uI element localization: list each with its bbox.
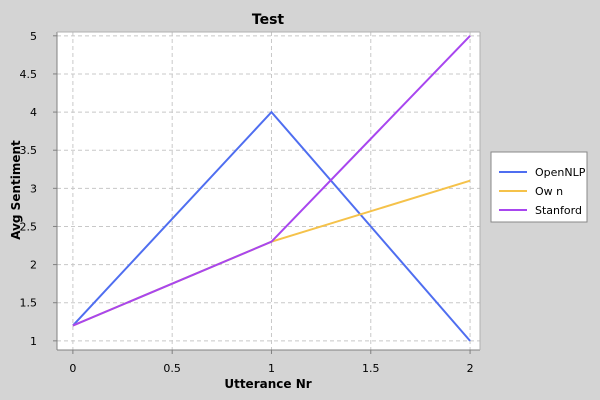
- series-lines: [72, 35, 471, 342]
- x-tick-label: 2: [467, 362, 474, 375]
- plot-background: [57, 32, 480, 350]
- plot-area: [57, 32, 480, 350]
- y-tick-label: 3: [30, 182, 37, 195]
- x-tick-label: 1: [268, 362, 275, 375]
- y-tick-label: 1: [30, 335, 37, 348]
- legend: OpenNLP Ow n Stanford: [490, 151, 588, 223]
- ticks: 1 1.5 2 2.5 3 3.5 4 4.5 5 0 0.5 1 1.5 2: [20, 30, 474, 375]
- series-line-opennlp: [72, 110, 471, 342]
- y-tick-label: 2.5: [20, 220, 38, 233]
- x-axis-label: Utterance Nr: [224, 377, 311, 391]
- series-line-stanford: [72, 35, 471, 327]
- y-tick-label: 5: [30, 30, 37, 43]
- x-tick-label: 0.5: [163, 362, 181, 375]
- legend-label: Ow n: [535, 185, 563, 198]
- chart-title: Test: [252, 12, 285, 28]
- legend-label: Stanford: [535, 204, 582, 217]
- y-tick-label: 4: [30, 106, 37, 119]
- y-tick-label: 3.5: [20, 144, 38, 157]
- x-tick-label: 1.5: [362, 362, 380, 375]
- x-tick-label: 0: [69, 362, 76, 375]
- y-tick-label: 2: [30, 259, 37, 272]
- y-tick-label: 4.5: [20, 68, 38, 81]
- y-tick-label: 1.5: [20, 297, 38, 310]
- grid-lines: [57, 32, 480, 350]
- y-axis-label: Avg Sentiment: [9, 140, 23, 240]
- axes: [56, 31, 481, 351]
- legend-label: OpenNLP: [535, 166, 586, 179]
